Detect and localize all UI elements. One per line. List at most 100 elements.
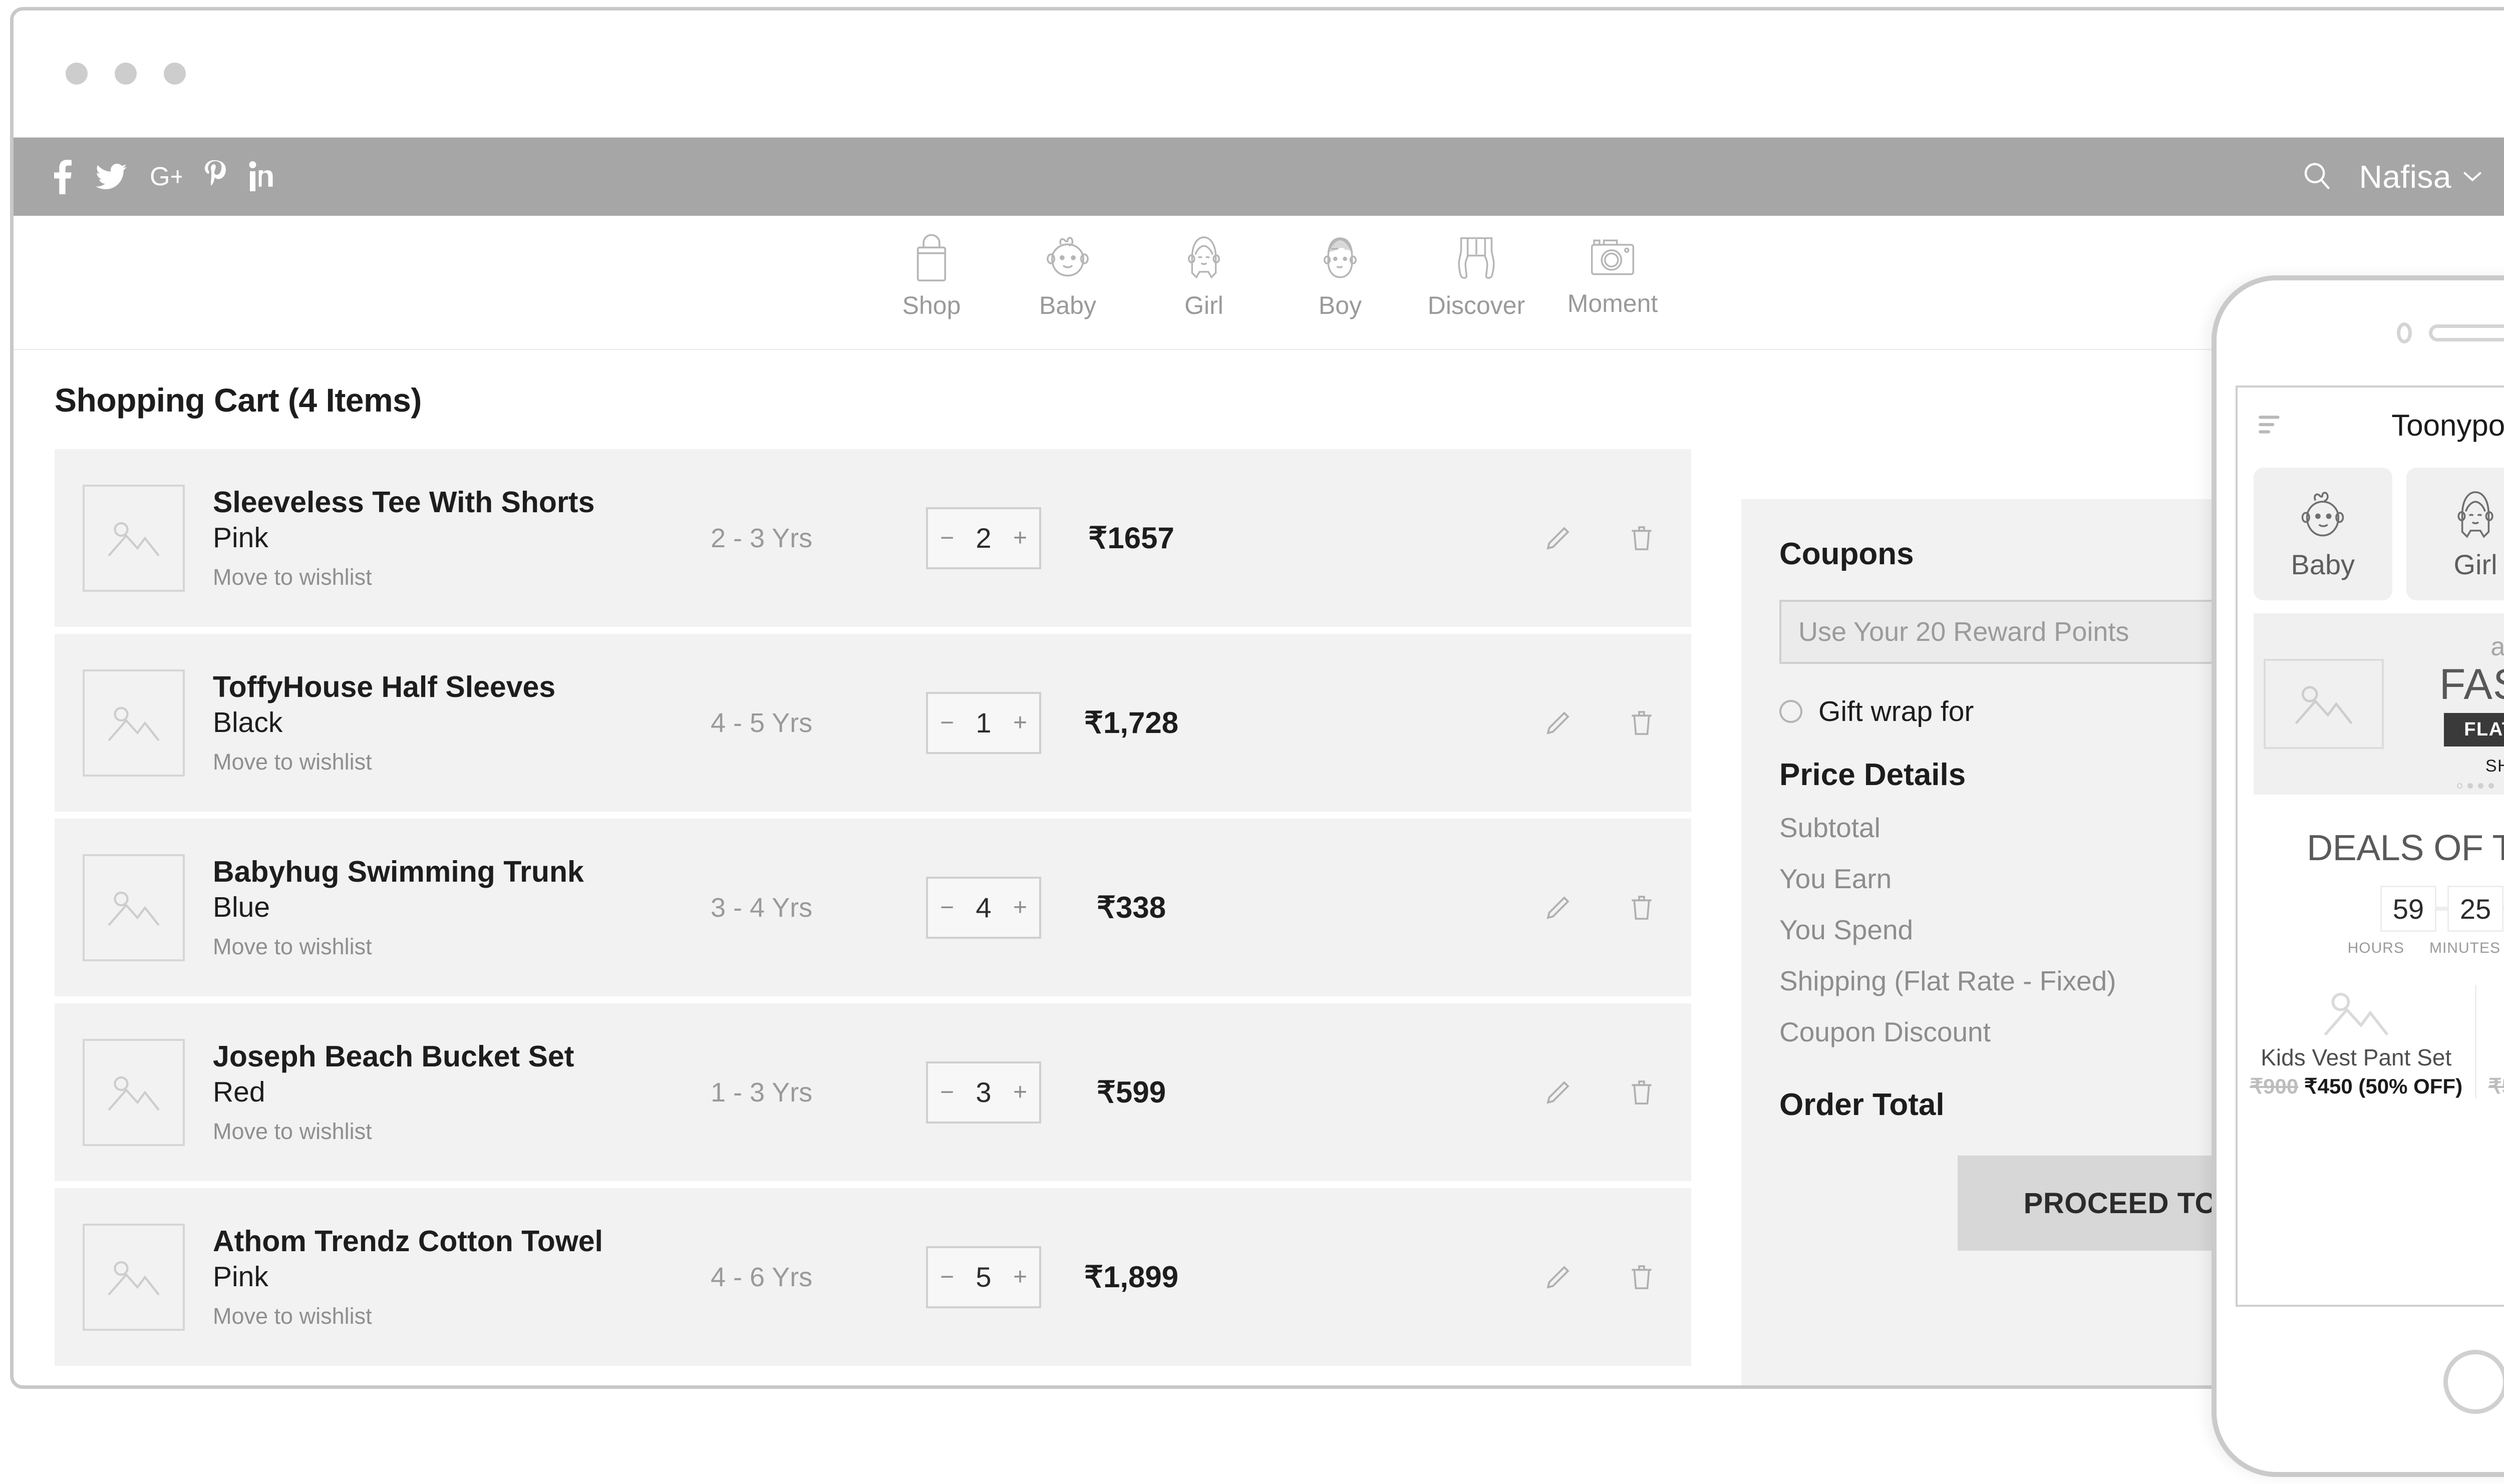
- table-row: Sleeveless Tee With Shorts Pink Move to …: [55, 449, 1691, 627]
- phone-home-button[interactable]: [2443, 1350, 2504, 1414]
- quantity-decrease-button[interactable]: −: [940, 1264, 955, 1290]
- search-icon[interactable]: [2301, 160, 2332, 194]
- countdown-labels: HOURS MINUTES SECONDS: [2238, 940, 2504, 957]
- hamburger-menu-icon[interactable]: [2257, 414, 2284, 437]
- product-color: Pink: [213, 1261, 268, 1293]
- table-row: ToffyHouse Half Sleeves Black Move to wi…: [55, 634, 1691, 812]
- linkedin-icon[interactable]: [249, 161, 273, 192]
- product-name[interactable]: Athom Trendz Cotton Towel: [213, 1225, 603, 1258]
- phone-category-girl[interactable]: Girl: [2406, 468, 2504, 600]
- move-to-wishlist-link[interactable]: Move to wishlist: [213, 564, 372, 590]
- chevron-down-icon: [2463, 172, 2482, 182]
- move-to-wishlist-link[interactable]: Move to wishlist: [213, 1303, 372, 1329]
- twitter-icon[interactable]: [96, 164, 127, 190]
- gift-wrap-option[interactable]: Gift wrap for: [1779, 695, 2484, 728]
- nav-item-boy[interactable]: Boy: [1272, 234, 1408, 320]
- window-dot-minimize[interactable]: [115, 63, 137, 85]
- move-to-wishlist-link[interactable]: Move to wishlist: [213, 933, 372, 959]
- carousel-dot-1[interactable]: [2457, 783, 2462, 789]
- nav-item-baby[interactable]: Baby: [1000, 234, 1136, 320]
- delete-trash-icon[interactable]: [1628, 1262, 1655, 1292]
- list-item[interactable]: Swimming Trunk ₹500 ₹250 (50% OFF): [2474, 985, 2504, 1098]
- quantity-decrease-button[interactable]: −: [940, 1079, 955, 1105]
- delete-trash-icon[interactable]: [1628, 708, 1655, 738]
- list-item[interactable]: Kids Vest Pant Set ₹900 ₹450 (50% OFF): [2238, 985, 2475, 1098]
- product-name[interactable]: Babyhug Swimming Trunk: [213, 855, 584, 889]
- product-thumbnail: [83, 854, 185, 961]
- quantity-value: 3: [976, 1076, 992, 1108]
- product-color: Black: [213, 706, 283, 739]
- move-to-wishlist-link[interactable]: Move to wishlist: [213, 749, 372, 775]
- quantity-decrease-button[interactable]: −: [940, 894, 955, 921]
- pinterest-icon[interactable]: [205, 160, 226, 193]
- nav-item-discover[interactable]: Discover: [1408, 234, 1544, 320]
- deal-product-name: Kids Vest Pant Set: [2261, 1044, 2452, 1070]
- price-line-you-earn: You Earn: [1779, 863, 1892, 894]
- facebook-icon[interactable]: [53, 159, 73, 194]
- carousel-dot-4[interactable]: [2488, 783, 2494, 789]
- edit-pencil-icon[interactable]: [1543, 1077, 1573, 1107]
- nav-item-shop[interactable]: Shop: [863, 234, 1000, 320]
- edit-pencil-icon[interactable]: [1543, 1262, 1573, 1292]
- gift-wrap-radio[interactable]: [1779, 700, 1802, 723]
- quantity-stepper[interactable]: − 4 +: [926, 876, 1041, 939]
- baby-face-icon: [2302, 492, 2344, 537]
- edit-pencil-icon[interactable]: [1543, 708, 1573, 738]
- phone-category-label-baby: Baby: [2291, 549, 2355, 580]
- quantity-increase-button[interactable]: +: [1013, 525, 1027, 551]
- edit-pencil-icon[interactable]: [1543, 523, 1573, 553]
- product-info: Babyhug Swimming Trunk Blue Move to wish…: [185, 855, 711, 959]
- account-name-label: Nafisa: [2359, 159, 2451, 195]
- quantity-decrease-button[interactable]: −: [940, 525, 955, 551]
- product-age-range: 4 - 6 Yrs: [711, 1262, 813, 1292]
- page-content: Shopping Cart (4 Items) Sleeveless Tee W…: [14, 350, 2504, 1385]
- price-line-coupon-discount: Coupon Discount: [1779, 1016, 1991, 1047]
- phone-promo-banner[interactable]: autumn FASHION FLAT 40% OFF SHOP NOW: [2254, 613, 2504, 795]
- countdown-label-hours: HOURS: [2347, 940, 2404, 956]
- banner-text-block: autumn FASHION FLAT 40% OFF SHOP NOW: [2384, 632, 2504, 776]
- delete-trash-icon[interactable]: [1628, 1077, 1655, 1107]
- nav-item-moment[interactable]: Moment: [1544, 234, 1681, 318]
- edit-pencil-icon[interactable]: [1543, 893, 1573, 923]
- product-name[interactable]: ToffyHouse Half Sleeves: [213, 670, 556, 704]
- quantity-stepper[interactable]: − 2 +: [926, 507, 1041, 569]
- account-menu[interactable]: Nafisa: [2359, 158, 2482, 195]
- window-dot-close[interactable]: [66, 63, 88, 85]
- quantity-increase-button[interactable]: +: [1013, 1079, 1027, 1105]
- quantity-increase-button[interactable]: +: [1013, 894, 1027, 921]
- quantity-stepper[interactable]: − 1 +: [926, 691, 1041, 754]
- quantity-value: 2: [976, 522, 992, 554]
- product-age-range: 4 - 5 Yrs: [711, 707, 813, 738]
- quantity-stepper[interactable]: − 3 +: [926, 1061, 1041, 1124]
- product-age-range: 3 - 4 Yrs: [711, 892, 813, 923]
- product-thumbnail: [83, 1223, 185, 1331]
- banner-shop-now-link[interactable]: SHOP NOW: [2485, 757, 2504, 776]
- product-name[interactable]: Joseph Beach Bucket Set: [213, 1040, 574, 1073]
- move-to-wishlist-link[interactable]: Move to wishlist: [213, 1118, 372, 1144]
- price-line-subtotal: Subtotal: [1779, 812, 1881, 843]
- countdown-separator: [2436, 907, 2447, 911]
- banner-carousel-dots[interactable]: [2457, 783, 2494, 789]
- window-dot-maximize[interactable]: [164, 63, 186, 85]
- quantity-increase-button[interactable]: +: [1013, 1264, 1027, 1290]
- google-plus-icon[interactable]: G+: [150, 162, 182, 191]
- product-price: ₹1,899: [1084, 1260, 1179, 1294]
- carousel-dot-3[interactable]: [2478, 783, 2483, 789]
- delete-trash-icon[interactable]: [1628, 523, 1655, 553]
- image-placeholder-icon: [108, 1076, 160, 1110]
- product-name[interactable]: Sleeveless Tee With Shorts: [213, 486, 595, 519]
- table-row: Athom Trendz Cotton Towel Pink Move to w…: [55, 1188, 1691, 1366]
- quantity-decrease-button[interactable]: −: [940, 709, 955, 736]
- quantity-stepper[interactable]: − 5 +: [926, 1246, 1041, 1308]
- deal-product-price: ₹500 ₹250 (50% OFF): [2488, 1074, 2504, 1098]
- phone-category-label-girl: Girl: [2453, 549, 2497, 580]
- quantity-increase-button[interactable]: +: [1013, 709, 1027, 736]
- deal-discount: (50% OFF): [2358, 1074, 2463, 1098]
- phone-category-baby[interactable]: Baby: [2254, 468, 2392, 600]
- product-age-range: 1 - 3 Yrs: [711, 1077, 813, 1107]
- nav-item-girl[interactable]: Girl: [1136, 234, 1272, 320]
- delete-trash-icon[interactable]: [1628, 893, 1655, 923]
- price-line-shipping: Shipping (Flat Rate - Fixed): [1779, 965, 2116, 996]
- carousel-dot-2[interactable]: [2467, 783, 2473, 789]
